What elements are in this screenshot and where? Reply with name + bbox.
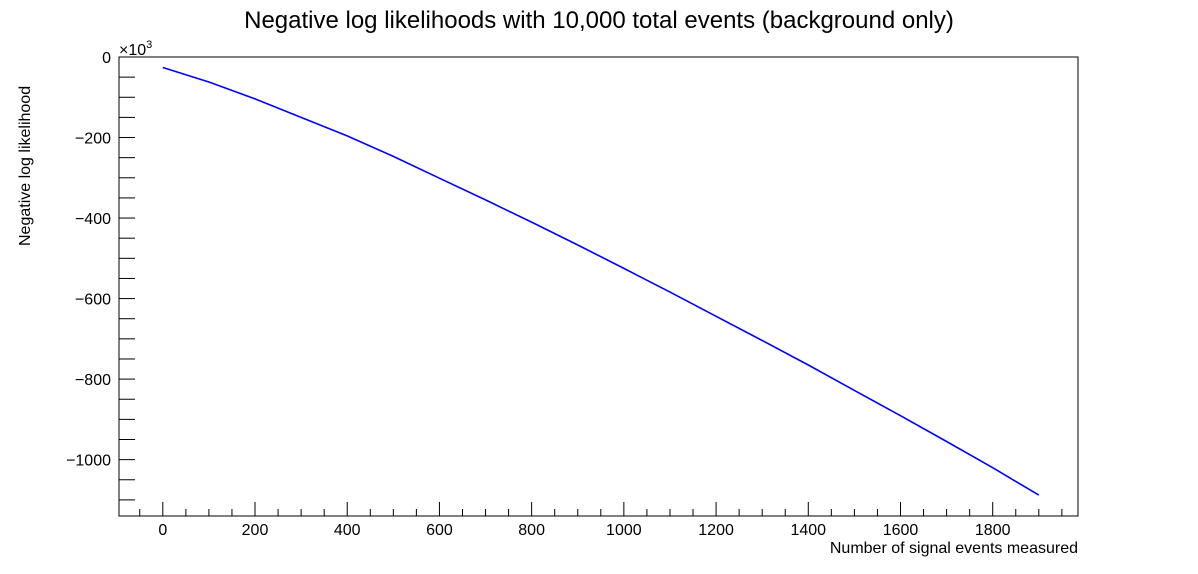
- y-tick-label: −600: [75, 292, 111, 309]
- x-tick-label: 1200: [698, 522, 734, 539]
- y-tick-label: −200: [75, 131, 111, 148]
- x-tick-label: 200: [242, 522, 269, 539]
- x-tick-label: 600: [426, 522, 453, 539]
- x-axis-label: Number of signal events measured: [830, 540, 1078, 557]
- x-tick-label: 1800: [975, 522, 1011, 539]
- x-tick-label: 800: [518, 522, 545, 539]
- chart-title: Negative log likelihoods with 10,000 tot…: [244, 7, 954, 34]
- x-tick-label: 1400: [790, 522, 826, 539]
- y-axis-multiplier-exponent: 3: [146, 39, 152, 51]
- plot-frame: [118, 56, 1079, 517]
- y-axis-label: Negative log likelihood: [17, 86, 34, 246]
- x-tick-label: 1600: [883, 522, 919, 539]
- x-tick-label: 0: [158, 522, 167, 539]
- y-tick-label: −400: [75, 211, 111, 228]
- series-line-0: [162, 66, 1040, 496]
- y-axis-multiplier: ×103: [119, 39, 152, 59]
- y-tick-label: 0: [102, 50, 111, 67]
- y-tick-label: −1000: [66, 453, 111, 470]
- series-layer: [162, 66, 1040, 496]
- x-axis: 0 200 400 600 800 1000 1200 1400 1600 1800: [139, 502, 1063, 539]
- y-tick-label: −800: [75, 372, 111, 389]
- y-axis-multiplier-base: ×10: [119, 42, 146, 59]
- x-tick-label: 1000: [606, 522, 642, 539]
- x-tick-label: 400: [334, 522, 361, 539]
- y-axis: 0 −200 −400 −600 −800 −1000: [66, 50, 135, 501]
